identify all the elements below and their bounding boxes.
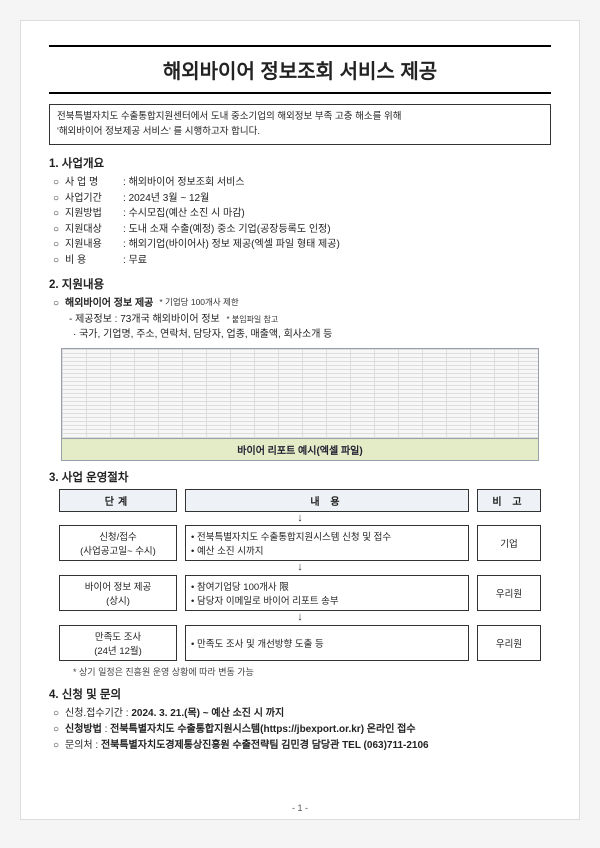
support-head-note: * 기업당 100개사 제한: [159, 296, 238, 312]
value: 전북특별자치도경제통상진흥원 수출전략팀 김민경 담당관 TEL (063)71…: [101, 738, 429, 754]
procedure-footnote: * 상기 일정은 진흥원 운영 상황에 따라 변동 가능: [73, 665, 541, 678]
step-apply-owner: 기업: [477, 525, 541, 561]
bullet-icon: ○: [53, 706, 65, 722]
intro-box: 전북특별자치도 수출통합지원센터에서 도내 중소기업의 해외정보 부족 고충 해…: [49, 104, 551, 145]
value: 해외바이어 정보조회 서비스: [129, 175, 551, 191]
step-title: 만족도 조사: [95, 629, 141, 643]
inquiry-method: ○ 신청방법 : 전북특별자치도 수출통합지원시스템(https://jbexp…: [53, 722, 551, 738]
step-survey-detail: 만족도 조사 및 개선방향 도출 등: [185, 625, 469, 661]
excel-preview-image: [61, 348, 539, 438]
label: 비 용: [65, 253, 123, 269]
procedure-table: 단계 내 용 비 고 ↓ 신청/접수 (사업공고일~ 수시) 전북특별자치도 수…: [59, 489, 541, 678]
value: 전북특별자치도 수출통합지원시스템(https://jbexport.or.kr…: [110, 722, 415, 738]
arrow-down-icon: ↓: [59, 561, 541, 575]
inquiry-period: ○ 신청.접수기간 : 2024. 3. 21.(목) ~ 예산 소진 시 까지: [53, 706, 551, 722]
support-list: ○ 해외바이어 정보 제공 * 기업당 100개사 제한 - 제공정보 : 73…: [49, 296, 551, 343]
support-line-1: - 제공정보 : 73개국 해외바이어 정보 * 붙임파일 참고: [53, 312, 551, 328]
bullet-icon: ○: [53, 722, 65, 738]
label: 신청.접수기간: [65, 706, 123, 722]
overview-item-method: ○ 지원방법 : 수시모집(예산 소진 시 마감): [53, 206, 551, 222]
step-provide: 바이어 정보 제공 (상시): [59, 575, 177, 611]
value: 무료: [129, 253, 551, 269]
step-title: 신청/접수: [99, 529, 137, 543]
procedure-row-2: 바이어 정보 제공 (상시) 참여기업당 100개사 限 담당자 이메일로 바이…: [59, 575, 541, 611]
bullet-icon: ○: [53, 206, 65, 222]
bullet-icon: ○: [53, 237, 65, 253]
label: 지원방법: [65, 206, 123, 222]
label: 신청방법: [65, 722, 102, 738]
document-page: 해외바이어 정보조회 서비스 제공 전북특별자치도 수출통합지원센터에서 도내 …: [20, 20, 580, 820]
overview-item-name: ○ 사 업 명 : 해외바이어 정보조회 서비스: [53, 175, 551, 191]
value: 2024. 3. 21.(목) ~ 예산 소진 시 까지: [131, 706, 284, 722]
support-head: ○ 해외바이어 정보 제공 * 기업당 100개사 제한: [53, 296, 551, 312]
step-sub: (사업공고일~ 수시): [80, 543, 156, 557]
overview-item-fee: ○ 비 용 : 무료: [53, 253, 551, 269]
value: 수시모집(예산 소진 시 마감): [129, 206, 551, 222]
bullet-icon: ○: [53, 191, 65, 207]
bullet-icon: ○: [53, 175, 65, 191]
label: 사업기간: [65, 191, 123, 207]
section-1-heading: 1. 사업개요: [49, 155, 551, 171]
page-title: 해외바이어 정보조회 서비스 제공: [49, 49, 551, 90]
step-survey: 만족도 조사 (24년 12월): [59, 625, 177, 661]
detail-line: 담당자 이메일로 바이어 리포트 송부: [191, 593, 463, 607]
procedure-header-row: 단계 내 용 비 고: [59, 489, 541, 512]
title-rule-top: [49, 45, 551, 47]
step-provide-owner: 우리원: [477, 575, 541, 611]
inquiry-contact: ○ 문의처 : 전북특별자치도경제통상진흥원 수출전략팀 김민경 담당관 TEL…: [53, 738, 551, 754]
intro-line-1: 전북특별자치도 수출통합지원센터에서 도내 중소기업의 해외정보 부족 고충 해…: [57, 110, 543, 125]
overview-item-content: ○ 지원내용 : 해외기업(바이어사) 정보 제공(엑셀 파일 형태 제공): [53, 237, 551, 253]
step-title: 바이어 정보 제공: [85, 579, 151, 593]
bullet-icon: ○: [53, 253, 65, 269]
inquiry-list: ○ 신청.접수기간 : 2024. 3. 21.(목) ~ 예산 소진 시 까지…: [49, 706, 551, 754]
arrow-down-icon: ↓: [59, 611, 541, 625]
step-apply-detail: 전북특별자치도 수출통합지원시스템 신청 및 접수 예산 소진 시까지: [185, 525, 469, 561]
step-survey-owner: 우리원: [477, 625, 541, 661]
detail-line: 전북특별자치도 수출통합지원시스템 신청 및 접수: [191, 529, 463, 543]
title-rule-bottom: [49, 92, 551, 94]
excel-preview-caption: 바이어 리포트 예시(엑셀 파일): [61, 438, 539, 461]
bullet-icon: ○: [53, 222, 65, 238]
label: 문의처: [65, 738, 93, 754]
procedure-row-3: 만족도 조사 (24년 12월) 만족도 조사 및 개선방향 도출 등 우리원: [59, 625, 541, 661]
bullet-icon: ○: [53, 738, 65, 754]
overview-item-target: ○ 지원대상 : 도내 소재 수출(예정) 중소 기업(공장등록도 인정): [53, 222, 551, 238]
step-provide-detail: 참여기업당 100개사 限 담당자 이메일로 바이어 리포트 송부: [185, 575, 469, 611]
header-step: 단계: [59, 489, 177, 512]
overview-list: ○ 사 업 명 : 해외바이어 정보조회 서비스 ○ 사업기간 : 2024년 …: [49, 175, 551, 268]
label: 사 업 명: [65, 175, 123, 191]
step-apply: 신청/접수 (사업공고일~ 수시): [59, 525, 177, 561]
support-line-2: · 국가, 기업명, 주소, 연락처, 담당자, 업종, 매출액, 회사소개 등: [53, 327, 551, 343]
label: 지원내용: [65, 237, 123, 253]
step-sub: (상시): [106, 593, 130, 607]
value: 2024년 3월 ~ 12월: [129, 191, 551, 207]
detail-line: 만족도 조사 및 개선방향 도출 등: [191, 636, 463, 650]
support-head-text: 해외바이어 정보 제공: [65, 296, 153, 312]
section-4-heading: 4. 신청 및 문의: [49, 686, 551, 702]
arrow-down-icon: ↓: [59, 512, 541, 526]
value: 도내 소재 수출(예정) 중소 기업(공장등록도 인정): [129, 222, 551, 238]
header-content: 내 용: [185, 489, 469, 512]
header-note: 비 고: [477, 489, 541, 512]
label: 지원대상: [65, 222, 123, 238]
overview-item-period: ○ 사업기간 : 2024년 3월 ~ 12월: [53, 191, 551, 207]
detail-line: 참여기업당 100개사 限: [191, 579, 463, 593]
section-3-heading: 3. 사업 운영절차: [49, 469, 551, 485]
bullet-icon: ○: [53, 296, 65, 312]
support-line-1-note: * 붙임파일 참고: [227, 315, 279, 324]
support-line-1-text: - 제공정보 : 73개국 해외바이어 정보: [69, 314, 220, 325]
value: 해외기업(바이어사) 정보 제공(엑셀 파일 형태 제공): [129, 237, 551, 253]
detail-line: 예산 소진 시까지: [191, 543, 463, 557]
procedure-row-1: 신청/접수 (사업공고일~ 수시) 전북특별자치도 수출통합지원시스템 신청 및…: [59, 525, 541, 561]
page-number: - 1 -: [21, 803, 579, 813]
section-2-heading: 2. 지원내용: [49, 276, 551, 292]
intro-line-2: '해외바이어 정보제공 서비스' 를 시행하고자 합니다.: [57, 125, 543, 140]
step-sub: (24년 12월): [94, 643, 142, 657]
